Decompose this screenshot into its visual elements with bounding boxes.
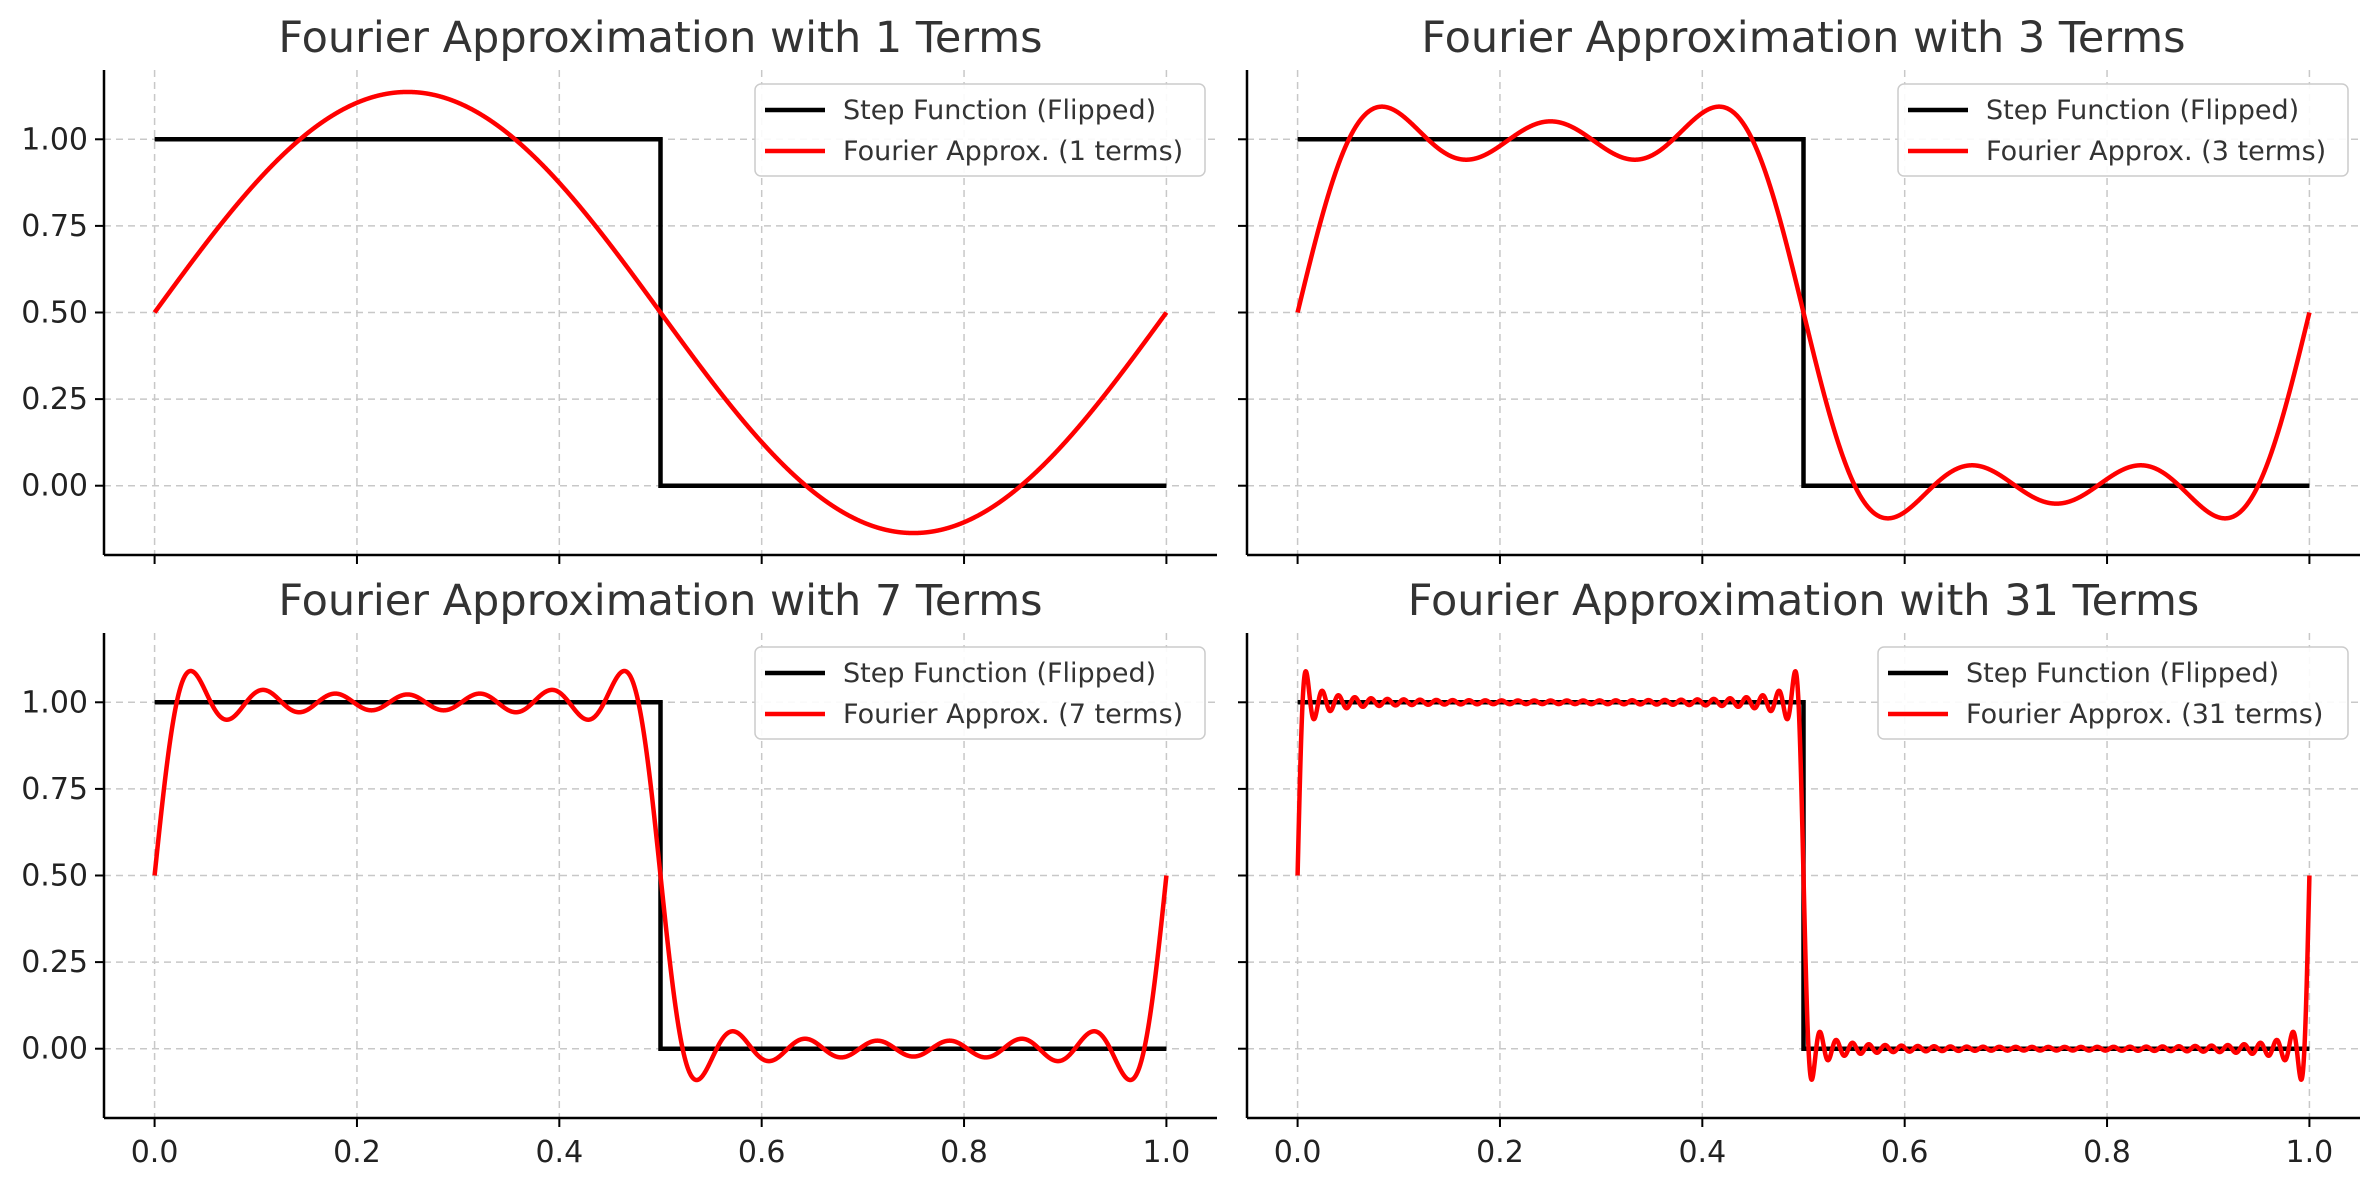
y-tick-label: 0.50 (21, 296, 88, 331)
legend-label: Step Function (Flipped) (1986, 95, 2299, 126)
y-tick-label: 0.00 (21, 469, 88, 504)
x-tick-label: 1.0 (1143, 1135, 1191, 1170)
x-tick-label: 0.2 (1476, 1135, 1524, 1170)
x-tick-label: 0.4 (535, 1135, 583, 1170)
fourier-approx-line (152, 89, 1169, 536)
legend-label: Fourier Approx. (31 terms) (1966, 699, 2323, 730)
legend: Step Function (Flipped) Fourier Approx. (… (1877, 646, 2349, 740)
y-tick-label: 1.00 (21, 122, 88, 157)
legend: Step Function (Flipped) Fourier Approx. (… (754, 646, 1206, 740)
plot-area (152, 89, 1169, 536)
legend: Step Function (Flipped) Fourier Approx. (… (1897, 83, 2349, 177)
plot-area (1295, 104, 2312, 521)
y-tick-label: 0.75 (21, 209, 88, 244)
fourier-approx-line (1295, 669, 2312, 1082)
fourier-approx-line (1295, 104, 2312, 521)
panel-2: Fourier Approximation with 3 Terms Step F… (1238, 13, 2360, 564)
y-tick-label: 0.25 (21, 382, 88, 417)
panel-1: 0.00 0.25 0.50 0.75 1.00 Fourier Approximatio… (21, 13, 1217, 564)
panel-title: Fourier Approximation with 7 Terms (278, 576, 1042, 626)
y-tick-label: 0.00 (21, 1032, 88, 1067)
x-tick-label: 0.0 (1274, 1135, 1322, 1170)
x-tick-label: 0.0 (131, 1135, 179, 1170)
x-tick-label: 0.6 (1881, 1135, 1929, 1170)
legend-box (754, 83, 1206, 177)
legend-label: Step Function (Flipped) (1966, 658, 2279, 689)
x-tick-label: 0.6 (738, 1135, 786, 1170)
legend: Step Function (Flipped) Fourier Approx. (… (754, 83, 1206, 177)
legend-label: Fourier Approx. (3 terms) (1986, 136, 2326, 167)
legend-label: Fourier Approx. (1 terms) (843, 136, 1183, 167)
panel-4: 0.0 0.2 0.4 0.6 0.8 1.0 Fourier Approximation … (1238, 576, 2360, 1170)
y-tick-label: 0.25 (21, 945, 88, 980)
panel-3: 0.0 0.2 0.4 0.6 0.8 1.0 0.00 0.25 0.50 0.75 1.00 Fo… (21, 576, 1217, 1170)
legend-box (1897, 83, 2349, 177)
x-tick-label: 0.8 (940, 1135, 988, 1170)
legend-box (754, 646, 1206, 740)
panel-title: Fourier Approximation with 3 Terms (1421, 13, 2185, 63)
y-tick-label: 0.75 (21, 772, 88, 807)
x-tick-label: 0.8 (2083, 1135, 2131, 1170)
y-tick-label: 0.50 (21, 859, 88, 894)
x-tick-label: 0.2 (333, 1135, 381, 1170)
panel-title: Fourier Approximation with 1 Terms (278, 13, 1042, 63)
fourier-approx-line (152, 668, 1169, 1083)
legend-label: Fourier Approx. (7 terms) (843, 699, 1183, 730)
legend-label: Step Function (Flipped) (843, 95, 1156, 126)
plot-area (152, 668, 1169, 1083)
panel-title: Fourier Approximation with 31 Terms (1408, 576, 2200, 626)
legend-label: Step Function (Flipped) (843, 658, 1156, 689)
legend-box (1877, 646, 2349, 740)
plot-area (1295, 669, 2312, 1082)
x-tick-label: 0.4 (1678, 1135, 1726, 1170)
x-tick-label: 1.0 (2286, 1135, 2334, 1170)
y-tick-label: 1.00 (21, 685, 88, 720)
